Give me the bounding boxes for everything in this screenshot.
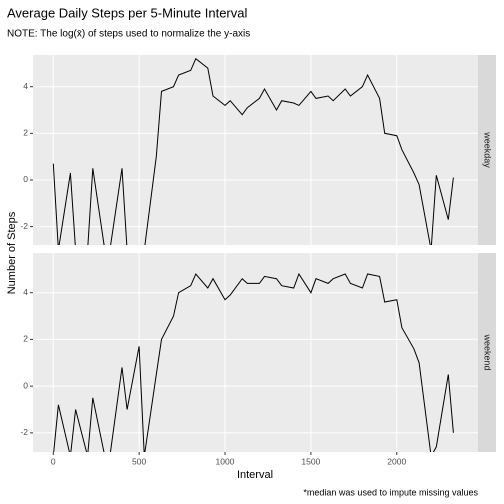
chart-title: Average Daily Steps per 5-Minute Interva… — [7, 5, 247, 20]
caption: *median was used to impute missing value… — [303, 487, 478, 497]
strip-background — [478, 55, 496, 245]
y-tick-label: 2 — [23, 128, 28, 138]
x-tick-label: 0 — [51, 456, 56, 466]
y-tick-label: -2 — [20, 221, 28, 231]
x-tick-label: 1500 — [301, 456, 320, 466]
x-tick-label: 500 — [132, 456, 146, 466]
y-tick-label: 4 — [23, 287, 28, 297]
x-axis-label: Interval — [237, 469, 273, 481]
strip-background — [478, 253, 496, 452]
strip-label: weekend — [483, 333, 493, 370]
panel-background — [33, 253, 478, 452]
strip-label: weekday — [483, 131, 493, 168]
y-tick-label: 2 — [23, 334, 28, 344]
x-tick-label: 1000 — [216, 456, 235, 466]
y-tick-label: 0 — [23, 380, 28, 390]
y-axis-label: Number of Steps — [6, 211, 18, 294]
y-tick-label: 4 — [23, 81, 28, 91]
y-tick-label: 0 — [23, 174, 28, 184]
data-line — [52, 57, 454, 245]
data-line — [53, 272, 454, 452]
x-tick-label: 2000 — [387, 456, 406, 466]
y-tick-label: -2 — [20, 427, 28, 437]
chart-subtitle: NOTE: The log(x̄) of steps used to norma… — [7, 29, 250, 40]
